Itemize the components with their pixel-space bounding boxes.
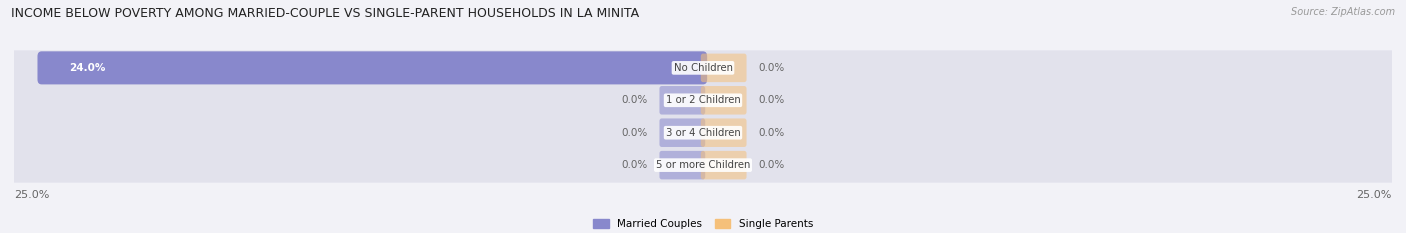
Text: 3 or 4 Children: 3 or 4 Children [665,128,741,138]
Text: 1 or 2 Children: 1 or 2 Children [665,95,741,105]
Text: 24.0%: 24.0% [69,63,105,73]
Text: 0.0%: 0.0% [758,160,785,170]
FancyBboxPatch shape [700,86,747,115]
Legend: Married Couples, Single Parents: Married Couples, Single Parents [589,215,817,233]
Text: No Children: No Children [673,63,733,73]
FancyBboxPatch shape [8,148,1398,183]
Text: 0.0%: 0.0% [621,160,648,170]
Text: 0.0%: 0.0% [758,95,785,105]
FancyBboxPatch shape [38,51,707,84]
Text: 25.0%: 25.0% [1357,190,1392,200]
Text: 25.0%: 25.0% [14,190,49,200]
Text: INCOME BELOW POVERTY AMONG MARRIED-COUPLE VS SINGLE-PARENT HOUSEHOLDS IN LA MINI: INCOME BELOW POVERTY AMONG MARRIED-COUPL… [11,7,640,20]
FancyBboxPatch shape [659,151,706,179]
Text: 0.0%: 0.0% [758,63,785,73]
Text: 5 or more Children: 5 or more Children [655,160,751,170]
FancyBboxPatch shape [659,86,706,115]
Text: Source: ZipAtlas.com: Source: ZipAtlas.com [1291,7,1395,17]
Text: 0.0%: 0.0% [621,95,648,105]
Text: 0.0%: 0.0% [621,128,648,138]
FancyBboxPatch shape [700,118,747,147]
FancyBboxPatch shape [700,151,747,179]
FancyBboxPatch shape [8,83,1398,118]
FancyBboxPatch shape [700,54,747,82]
Text: 0.0%: 0.0% [758,128,785,138]
FancyBboxPatch shape [8,50,1398,85]
FancyBboxPatch shape [659,118,706,147]
FancyBboxPatch shape [8,115,1398,150]
